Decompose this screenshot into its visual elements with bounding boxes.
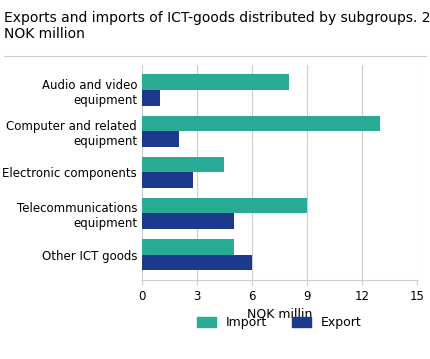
Legend: Import, Export: Import, Export xyxy=(192,311,367,334)
Bar xyxy=(142,116,381,131)
Bar xyxy=(142,239,233,255)
Bar xyxy=(142,198,307,214)
Text: Exports and imports of ICT-goods distributed by subgroups. 2007.
NOK million: Exports and imports of ICT-goods distrib… xyxy=(4,11,430,41)
Bar xyxy=(142,131,178,147)
Bar xyxy=(142,214,233,229)
Bar xyxy=(142,157,224,172)
Bar xyxy=(142,74,289,90)
Bar xyxy=(142,172,193,188)
X-axis label: NOK millin: NOK millin xyxy=(247,308,312,321)
Bar xyxy=(142,90,160,106)
Bar xyxy=(142,255,252,270)
